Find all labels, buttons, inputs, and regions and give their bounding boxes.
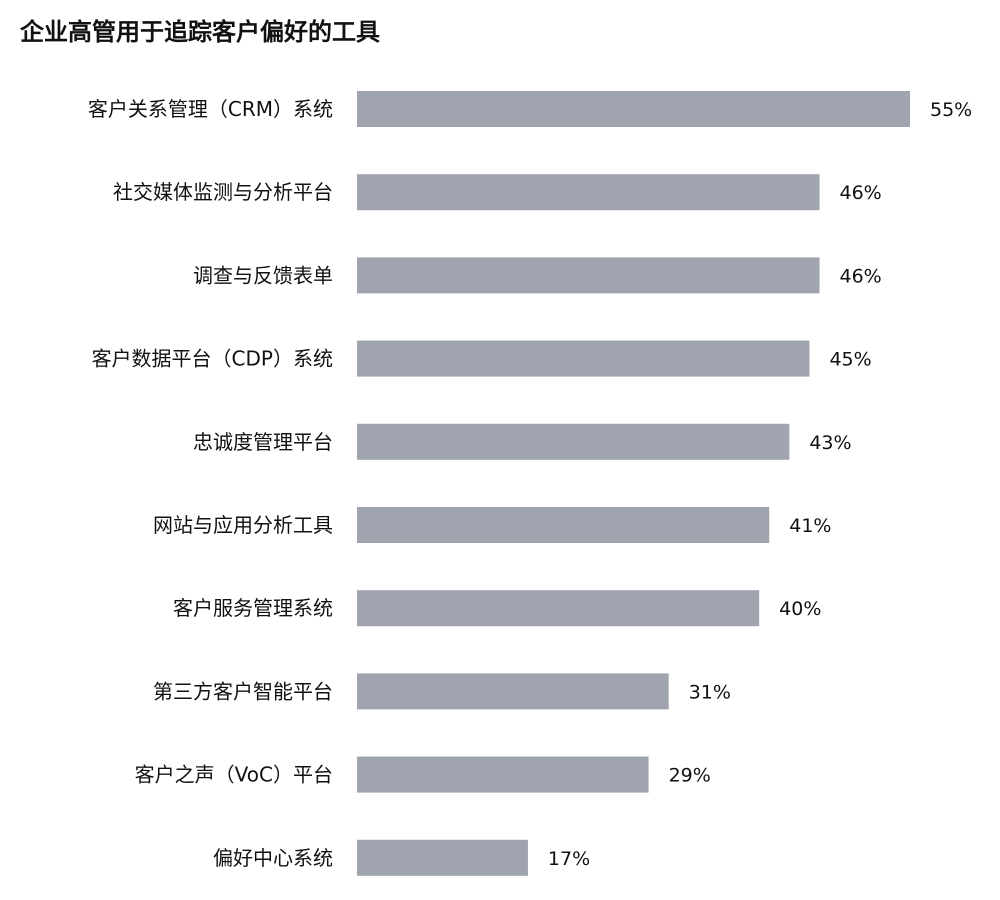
value-label: 46% [840, 182, 882, 204]
value-label: 46% [840, 265, 882, 287]
category-label: 客户关系管理（CRM）系统 [88, 97, 333, 121]
value-label: 43% [809, 432, 851, 454]
category-label: 网站与应用分析工具 [153, 513, 333, 537]
category-label: 调查与反馈表单 [193, 263, 333, 287]
category-label: 社交媒体监测与分析平台 [113, 180, 333, 204]
bar [357, 340, 810, 377]
category-label: 第三方客户智能平台 [153, 679, 333, 703]
category-label: 客户数据平台（CDP）系统 [92, 347, 333, 371]
bar [357, 174, 820, 211]
bar [357, 423, 790, 460]
value-label: 29% [669, 765, 711, 787]
bar [357, 673, 669, 710]
bar [357, 590, 760, 627]
category-label: 客户服务管理系统 [173, 596, 333, 620]
bar [357, 507, 770, 543]
bar [357, 257, 820, 294]
value-label: 55% [930, 99, 972, 121]
value-label: 45% [829, 349, 871, 371]
value-label: 17% [548, 848, 590, 870]
value-label: 40% [779, 598, 821, 620]
category-label: 客户之声（VoC）平台 [135, 763, 333, 787]
chart-title: 企业高管用于追踪客户偏好的工具 [20, 18, 380, 46]
bar [357, 839, 528, 876]
value-label: 31% [689, 681, 731, 703]
value-label: 41% [789, 515, 831, 537]
bar [357, 91, 910, 127]
bar [357, 756, 649, 793]
category-label: 偏好中心系统 [213, 846, 333, 870]
category-label: 忠诚度管理平台 [193, 430, 333, 454]
